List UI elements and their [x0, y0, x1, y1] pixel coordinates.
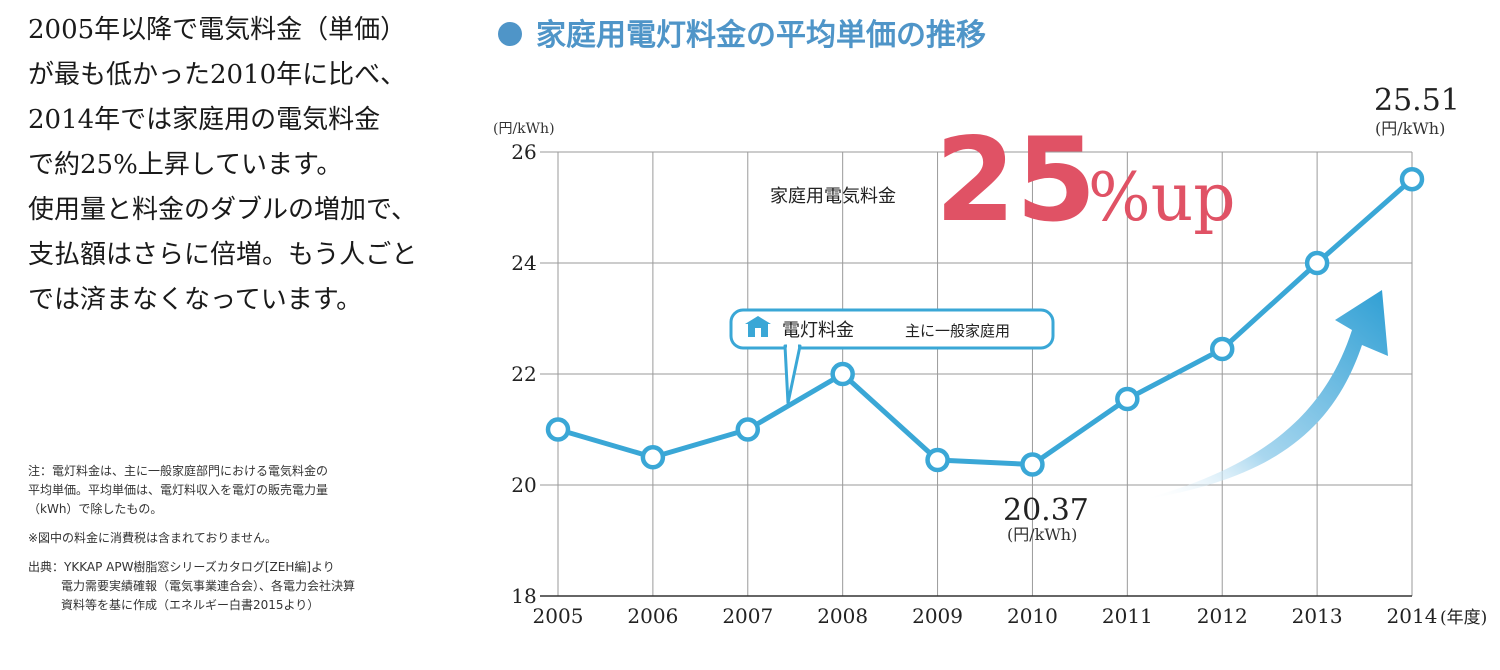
source-line: 出典：YKKAP APW樹脂窓シリーズカタログ[ZEH編]より [28, 560, 335, 574]
x-tick-label: 2012 [1197, 604, 1248, 628]
body-text-line: 使用量と料金のダブルの増加で、 [28, 195, 417, 225]
rising-arrow-icon [1142, 290, 1388, 500]
house-icon [745, 316, 771, 337]
data-point [1399, 166, 1425, 192]
note-line: 平均単価。平均単価は、電灯料収入を電灯の販売電力量 [28, 483, 329, 497]
y-tick-label: 20 [511, 473, 536, 497]
body-text-line: が最も低かった2010年に比べ、 [28, 60, 407, 90]
note-line: ※図中の料金に消費税は含まれておりません。 [28, 531, 277, 545]
x-tick-label: 2006 [627, 604, 678, 628]
y-tick-label: 24 [511, 251, 536, 275]
data-point [1020, 452, 1045, 477]
chart-title-text: 家庭用電灯料金の平均単価の推移 [536, 18, 986, 53]
body-text-line: では済まなくなっています。 [28, 285, 363, 315]
x-tick-label: 2014 [1387, 604, 1438, 628]
data-point [735, 417, 761, 442]
source-line: 資料等を基に作成（エネルギー白書2015より） [61, 598, 320, 612]
callout-sub: 主に一般家庭用 [905, 322, 1010, 340]
y-tick-label: 26 [511, 140, 536, 164]
y-axis-unit: (円/kWh) [493, 121, 555, 137]
note-line: （kWh）で除したもの。 [28, 502, 163, 516]
series-line [557, 177, 1414, 467]
series-callout: 電灯料金 主に一般家庭用 [729, 308, 1055, 405]
up-label: 家庭用電気料金 [770, 186, 896, 207]
min-value-label: 20.37 [1003, 493, 1089, 528]
note-line: 注：電灯料金は、主に一般家庭部門における電気料金の [28, 464, 329, 478]
data-point [1209, 336, 1235, 362]
x-tick-label: 2009 [912, 604, 963, 628]
body-text: 2005年以降で電気料金（単価） が最も低かった2010年に比べ、 2014年で… [28, 8, 448, 323]
max-value-label: 25.51 [1374, 83, 1460, 118]
x-tick-label: 2007 [722, 604, 773, 628]
data-point [640, 445, 666, 470]
x-tick-label: 2008 [817, 604, 868, 628]
body-text-line: 支払額はさらに倍増。もう人ごと [28, 240, 418, 270]
source-line: 電力需要実績確報（電気事業連合会）、各電力会社決算 [61, 579, 356, 593]
x-axis-unit: (年度) [1440, 608, 1487, 628]
series-electric-rate [545, 166, 1425, 477]
data-point [1304, 250, 1330, 276]
body-text-line: 2014年では家庭用の電気料金 [28, 105, 381, 135]
y-tick-label: 18 [511, 584, 536, 608]
x-tick-label: 2011 [1102, 604, 1153, 628]
up-number: 25 [935, 113, 1096, 248]
x-tick-label: 2013 [1292, 604, 1343, 628]
body-text-line: 2005年以降で電気料金（単価） [28, 15, 407, 45]
body-text-line: で約25%上昇しています。 [28, 150, 343, 180]
up-suffix: %up [1088, 159, 1235, 236]
callout-label: 電灯料金 [782, 320, 854, 341]
footnotes: 注：電灯料金は、主に一般家庭部門における電気料金の 平均単価。平均単価は、電灯料… [28, 462, 458, 615]
bullet-dot-icon [498, 21, 522, 46]
data-point [1115, 386, 1140, 412]
x-tick-label: 2010 [1007, 604, 1058, 628]
y-tick-label: 22 [511, 362, 536, 386]
x-tick-label: 2005 [533, 604, 584, 628]
chart-title: 家庭用電灯料金の平均単価の推移 [498, 10, 986, 54]
data-point [545, 417, 571, 442]
max-unit-label: (円/kWh) [1375, 119, 1445, 138]
data-point [830, 361, 855, 387]
min-unit-label: (円/kWh) [1007, 525, 1077, 544]
data-point [925, 447, 950, 473]
